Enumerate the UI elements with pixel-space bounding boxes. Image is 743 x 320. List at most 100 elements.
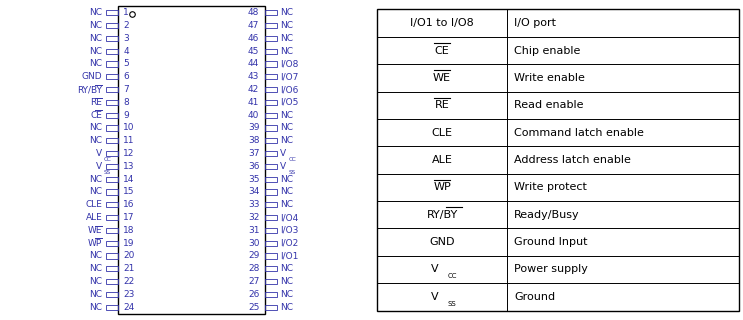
Text: NC: NC bbox=[89, 8, 103, 17]
Bar bbox=[265, 36, 276, 41]
Bar bbox=[106, 228, 117, 233]
Text: 16: 16 bbox=[123, 200, 134, 209]
Bar bbox=[265, 228, 276, 233]
Text: RY/BY: RY/BY bbox=[426, 210, 458, 220]
Text: NC: NC bbox=[280, 188, 293, 196]
Text: 38: 38 bbox=[247, 136, 259, 145]
Text: NC: NC bbox=[280, 136, 293, 145]
Text: NC: NC bbox=[89, 290, 103, 299]
Text: 23: 23 bbox=[123, 290, 134, 299]
Text: WP: WP bbox=[88, 239, 103, 248]
Text: 15: 15 bbox=[123, 188, 134, 196]
Bar bbox=[265, 253, 276, 259]
Text: 30: 30 bbox=[247, 239, 259, 248]
Text: WE: WE bbox=[433, 73, 451, 83]
Bar bbox=[265, 241, 276, 246]
Text: SS: SS bbox=[103, 170, 111, 175]
Bar bbox=[265, 292, 276, 297]
Text: SS: SS bbox=[288, 170, 296, 175]
Bar bbox=[106, 215, 117, 220]
Bar bbox=[265, 125, 276, 131]
Bar bbox=[106, 164, 117, 169]
Bar bbox=[106, 151, 117, 156]
Text: 40: 40 bbox=[248, 111, 259, 120]
Text: Address latch enable: Address latch enable bbox=[514, 155, 631, 165]
Bar bbox=[265, 100, 276, 105]
Text: 48: 48 bbox=[248, 8, 259, 17]
Bar bbox=[265, 215, 276, 220]
Bar bbox=[106, 279, 117, 284]
Bar bbox=[265, 74, 276, 79]
Text: NC: NC bbox=[89, 124, 103, 132]
Text: 37: 37 bbox=[247, 149, 259, 158]
Bar bbox=[265, 113, 276, 118]
Text: V: V bbox=[280, 162, 286, 171]
Text: Command latch enable: Command latch enable bbox=[514, 128, 644, 138]
Bar bbox=[106, 189, 117, 195]
Text: 39: 39 bbox=[247, 124, 259, 132]
Text: 46: 46 bbox=[248, 34, 259, 43]
Text: 3: 3 bbox=[123, 34, 129, 43]
Text: 19: 19 bbox=[123, 239, 134, 248]
Text: CE: CE bbox=[91, 111, 103, 120]
Text: I/O2: I/O2 bbox=[280, 239, 299, 248]
Text: 41: 41 bbox=[248, 98, 259, 107]
Bar bbox=[265, 177, 276, 182]
Text: 31: 31 bbox=[247, 226, 259, 235]
Bar bbox=[106, 61, 117, 67]
Text: NC: NC bbox=[89, 136, 103, 145]
Bar bbox=[265, 305, 276, 310]
Text: NC: NC bbox=[89, 188, 103, 196]
Text: NC: NC bbox=[280, 34, 293, 43]
Text: Read enable: Read enable bbox=[514, 100, 583, 110]
Text: 29: 29 bbox=[248, 252, 259, 260]
Text: 9: 9 bbox=[123, 111, 129, 120]
Bar bbox=[106, 202, 117, 207]
Text: 36: 36 bbox=[247, 162, 259, 171]
Text: NC: NC bbox=[89, 60, 103, 68]
Text: V: V bbox=[96, 162, 103, 171]
Text: I/O3: I/O3 bbox=[280, 226, 299, 235]
Bar bbox=[106, 113, 117, 118]
Text: NC: NC bbox=[89, 303, 103, 312]
Bar bbox=[265, 23, 276, 28]
Text: 26: 26 bbox=[248, 290, 259, 299]
Text: 24: 24 bbox=[123, 303, 134, 312]
Text: CLE: CLE bbox=[85, 200, 103, 209]
Text: NC: NC bbox=[280, 8, 293, 17]
Bar bbox=[106, 36, 117, 41]
Text: 2: 2 bbox=[123, 21, 129, 30]
Text: Write protect: Write protect bbox=[514, 182, 587, 192]
Text: 25: 25 bbox=[248, 303, 259, 312]
Text: CC: CC bbox=[288, 157, 296, 162]
Text: NC: NC bbox=[280, 303, 293, 312]
Bar bbox=[106, 10, 117, 15]
Text: I/O5: I/O5 bbox=[280, 98, 299, 107]
Text: 11: 11 bbox=[123, 136, 134, 145]
Text: GND: GND bbox=[82, 72, 103, 81]
Text: I/O7: I/O7 bbox=[280, 72, 299, 81]
Bar bbox=[106, 49, 117, 54]
Text: NC: NC bbox=[89, 21, 103, 30]
Text: 7: 7 bbox=[123, 85, 129, 94]
Text: 35: 35 bbox=[247, 175, 259, 184]
Text: 18: 18 bbox=[123, 226, 134, 235]
Text: 28: 28 bbox=[248, 264, 259, 273]
Text: 21: 21 bbox=[123, 264, 134, 273]
Text: V: V bbox=[431, 292, 438, 302]
Bar bbox=[106, 125, 117, 131]
Bar bbox=[265, 151, 276, 156]
Text: Ground: Ground bbox=[514, 292, 555, 302]
Text: Ground Input: Ground Input bbox=[514, 237, 588, 247]
Text: NC: NC bbox=[280, 21, 293, 30]
Text: I/O1: I/O1 bbox=[280, 252, 299, 260]
Bar bbox=[265, 49, 276, 54]
Text: 22: 22 bbox=[123, 277, 134, 286]
Text: Power supply: Power supply bbox=[514, 264, 588, 275]
Bar bbox=[265, 189, 276, 195]
Text: NC: NC bbox=[89, 264, 103, 273]
Bar bbox=[265, 266, 276, 271]
Text: NC: NC bbox=[280, 111, 293, 120]
Text: 33: 33 bbox=[247, 200, 259, 209]
Bar bbox=[106, 241, 117, 246]
